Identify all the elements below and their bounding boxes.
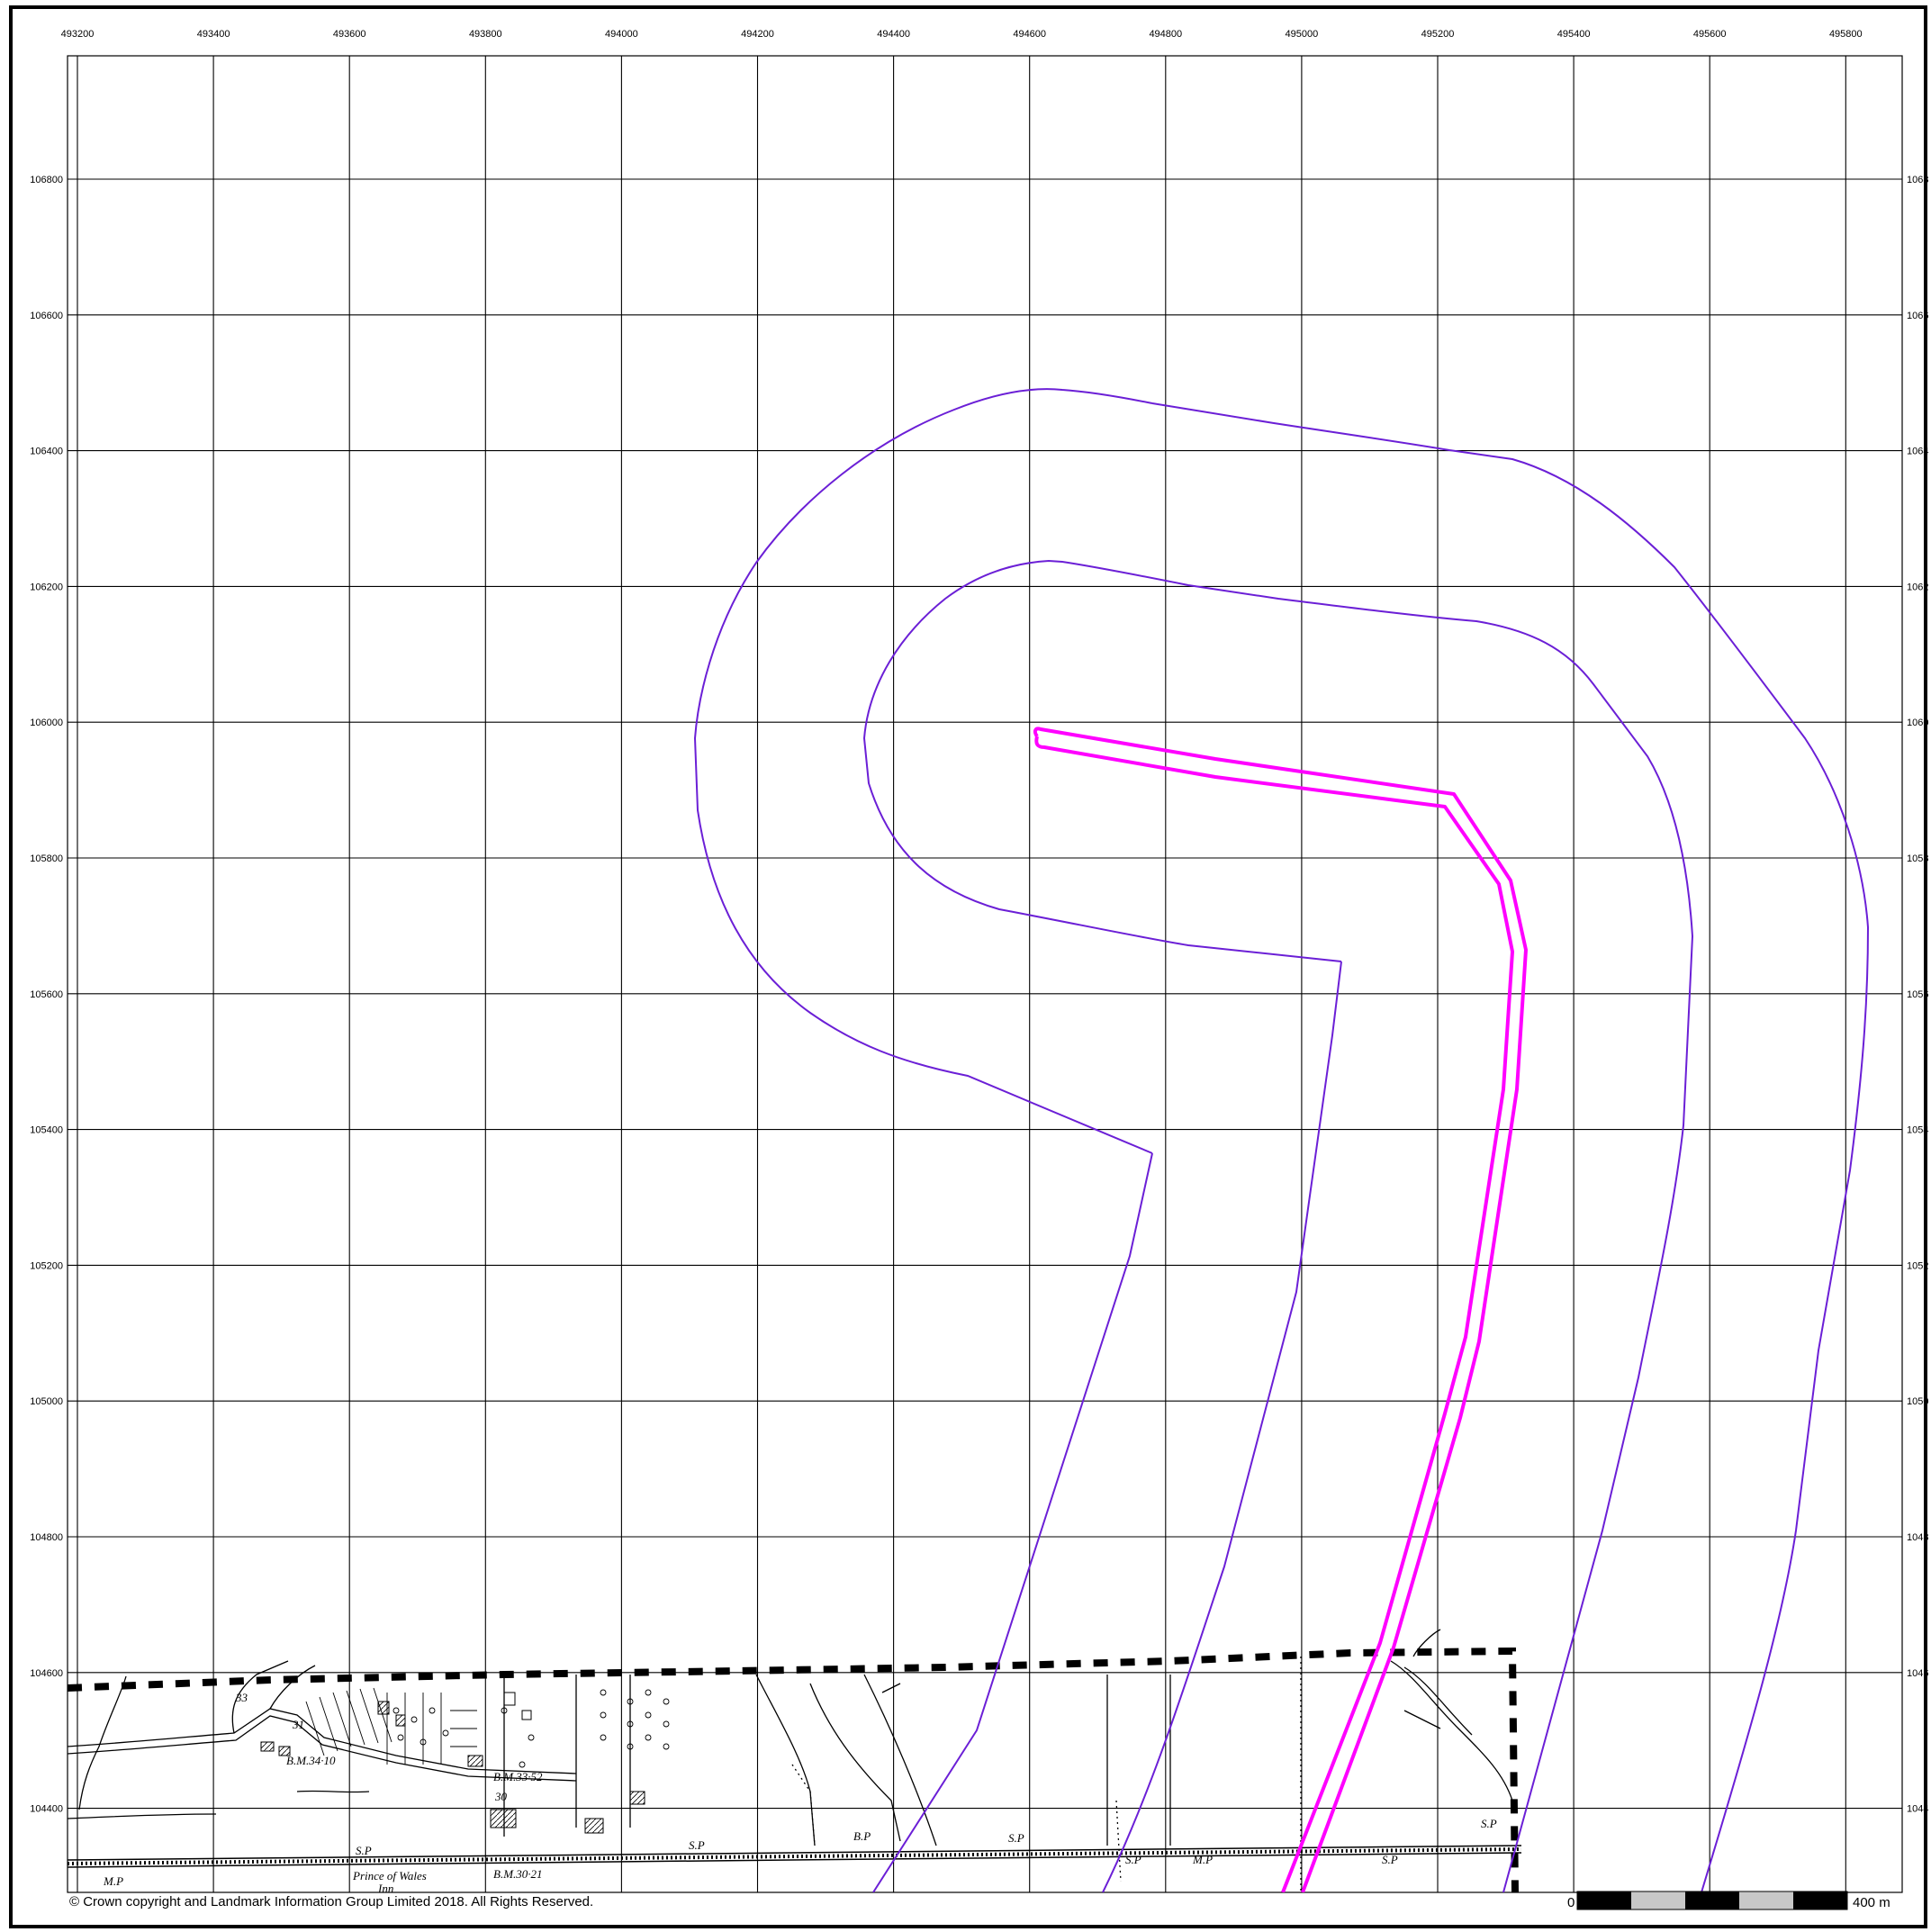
northing-label-105000: 105000: [30, 1396, 63, 1407]
scale-bar-segment: [1739, 1891, 1793, 1909]
easting-label-495800: 495800: [1829, 29, 1863, 40]
copyright-notice: © Crown copyright and Landmark Informati…: [69, 1894, 593, 1909]
grid-horizontal-lines: [68, 178, 1902, 1810]
stream-west: [78, 1675, 127, 1810]
house-number-31: 31: [292, 1718, 304, 1731]
northing-label-right-1068: 1068: [1907, 175, 1928, 185]
northing-labels-left: 106800 106600 106400 106200 106000 105800 1056…: [30, 175, 63, 1815]
map-area-border: [67, 55, 1903, 1893]
railway-line: [68, 1845, 1522, 1868]
grid-vertical-lines: [77, 56, 1846, 1892]
pub-label: Prince of Wales: [352, 1869, 427, 1882]
easting-label-494200: 494200: [741, 29, 774, 40]
northing-label-106600: 106600: [30, 311, 63, 321]
scale-bar-segment: [1577, 1891, 1631, 1909]
northing-label-104600: 104600: [30, 1668, 63, 1679]
easting-label-494600: 494600: [1013, 29, 1046, 40]
scale-bar-segment: [1685, 1891, 1739, 1909]
northing-label-right-1062: 1062: [1907, 582, 1928, 592]
easting-label-493600: 493600: [333, 29, 366, 40]
scale-bar-segment: [1793, 1891, 1847, 1909]
northing-labels-right: 1068 1066 1064 1062 1060 1058 1056 1054 1052 1050…: [1907, 175, 1928, 1815]
signpost-label-2: S.P: [689, 1838, 705, 1852]
boundary-post-label: B.P: [853, 1829, 871, 1843]
northing-label-105200: 105200: [30, 1260, 63, 1271]
outer-buffer-left: [693, 388, 1153, 1892]
northing-label-105600: 105600: [30, 989, 63, 1000]
historic-os-map-strip: Prince of Wales Inn B.M.34·10 B.M.33·52 …: [68, 1629, 1522, 1895]
northing-label-right-1048: 1048: [1907, 1532, 1928, 1543]
buffer-outlines: [693, 388, 1870, 1892]
northing-label-right-1064: 1064: [1907, 447, 1928, 457]
northing-label-105800: 105800: [30, 853, 63, 864]
northing-label-right-1050: 1050: [1907, 1396, 1928, 1407]
northing-label-right-1058: 1058: [1907, 853, 1928, 864]
house-number-33: 33: [235, 1691, 248, 1704]
northing-label-right-1054: 1054: [1907, 1125, 1928, 1136]
scale-bar-segments: [1576, 1891, 1848, 1910]
easting-label-494000: 494000: [605, 29, 638, 40]
easting-label-493800: 493800: [469, 29, 502, 40]
northing-label-right-1060: 1060: [1907, 718, 1928, 728]
northing-label-104800: 104800: [30, 1532, 63, 1543]
easting-label-495200: 495200: [1421, 29, 1455, 40]
easting-label-493400: 493400: [197, 29, 230, 40]
scale-bar-segment: [1631, 1891, 1685, 1909]
road-west: [68, 1708, 577, 1774]
site-boundary: [68, 1647, 1519, 1892]
scale-bar-end-label: 400 m: [1853, 1895, 1890, 1910]
signpost-label-1: S.P: [356, 1844, 372, 1857]
northing-label-right-1066: 1066: [1907, 311, 1928, 321]
easting-labels: 493200 493400 493600 493800 494000 494200 4944…: [61, 29, 1863, 40]
orchard-symbols: [393, 1689, 670, 1768]
houses: [260, 1692, 645, 1834]
house-number-30: 30: [494, 1790, 508, 1803]
footpath: [1115, 1657, 1302, 1891]
northing-label-right-1056: 1056: [1907, 989, 1928, 1000]
easting-label-494400: 494400: [877, 29, 910, 40]
easting-label-495000: 495000: [1286, 29, 1319, 40]
inner-buffer-left: [862, 559, 1694, 1892]
northing-label-106000: 106000: [30, 718, 63, 728]
signpost-label-5: S.P: [1382, 1853, 1398, 1866]
signpost-label-3: S.P: [1008, 1831, 1024, 1845]
northing-label-104400: 104400: [30, 1804, 63, 1815]
route-alignment: [1033, 727, 1528, 1892]
northing-label-right-1052: 1052: [1907, 1260, 1928, 1271]
benchmark-label-1: B.M.34·10: [286, 1754, 336, 1767]
easting-label-493200: 493200: [61, 29, 95, 40]
northing-label-105400: 105400: [30, 1125, 63, 1136]
easting-label-495600: 495600: [1693, 29, 1727, 40]
outer-buffer-right: [1151, 402, 1870, 1892]
mile-post-label-1: M.P: [103, 1874, 123, 1888]
mile-post-label-2: M.P: [1192, 1853, 1213, 1866]
northing-label-106400: 106400: [30, 447, 63, 457]
scale-bar-start-label: 0: [1567, 1895, 1575, 1910]
signpost-label-6: S.P: [1481, 1817, 1497, 1830]
northing-label-106200: 106200: [30, 582, 63, 592]
northing-label-right-1046: 1046: [1907, 1668, 1928, 1679]
outer-border: [9, 5, 1927, 1928]
scale-bar-outline: [1576, 1891, 1848, 1910]
signpost-label-4: S.P: [1125, 1853, 1141, 1866]
benchmark-label-3: B.M.30·21: [493, 1867, 543, 1881]
northing-label-right-1044: 1044: [1907, 1804, 1928, 1815]
easting-label-494800: 494800: [1149, 29, 1182, 40]
pub-inn-label: Inn: [377, 1882, 393, 1895]
northing-label-106800: 106800: [30, 175, 63, 185]
field-boundaries: [68, 1674, 1171, 1846]
easting-label-495400: 495400: [1557, 29, 1591, 40]
route-edge-south: [1034, 736, 1514, 1892]
road-north: [231, 1660, 289, 1734]
scale-bar: 0 400 m: [1567, 1891, 1890, 1910]
route-edge-north: [1033, 727, 1528, 1892]
benchmark-label-2: B.M.33·52: [493, 1770, 543, 1783]
garden-plots: [305, 1687, 477, 1765]
